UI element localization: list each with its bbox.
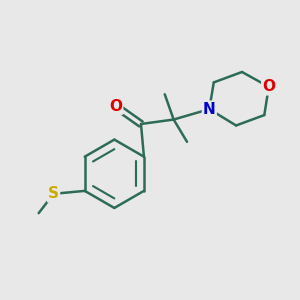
Text: S: S — [48, 186, 59, 201]
Text: O: O — [109, 99, 122, 114]
Text: O: O — [262, 79, 275, 94]
Text: N: N — [203, 102, 216, 117]
